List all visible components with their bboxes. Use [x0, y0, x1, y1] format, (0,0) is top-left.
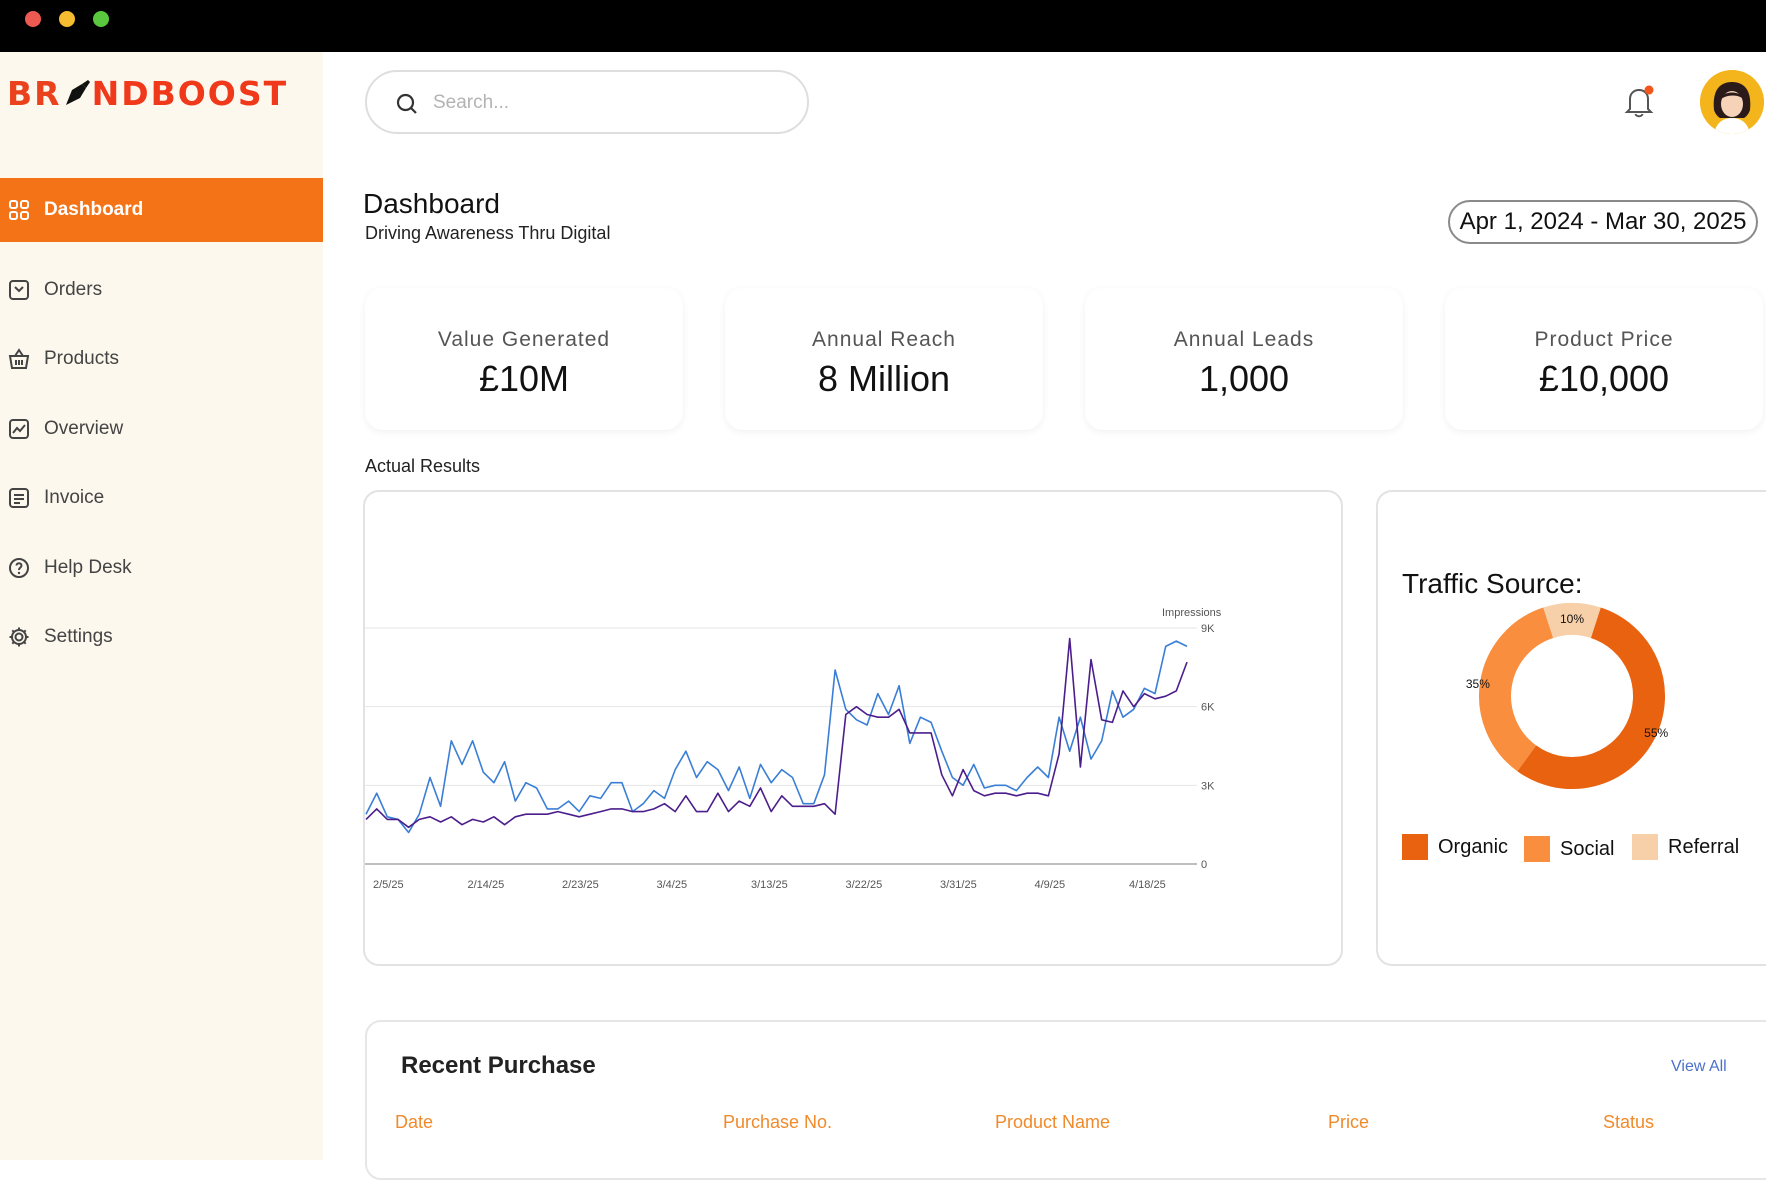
orders-icon	[9, 280, 29, 300]
invoice-icon	[9, 488, 29, 508]
legend-swatch-social	[1524, 836, 1550, 862]
window-close-button[interactable]	[25, 11, 41, 27]
traffic-source-card: Traffic Source: 55% 35% 10% Organic Social…	[1376, 490, 1766, 966]
x-tick-label: 3/31/25	[940, 879, 977, 891]
sidebar-item-settings[interactable]: Settings	[0, 605, 323, 669]
x-tick-label: 3/13/25	[751, 879, 788, 891]
y-tick-label: 6K	[1201, 702, 1215, 714]
y-axis-label: Impressions	[1162, 607, 1222, 619]
sidebar-item-label: Products	[44, 348, 119, 369]
legend-item-organic: Organic	[1402, 834, 1508, 860]
sidebar-item-invoice[interactable]: Invoice	[0, 466, 323, 530]
kpi-value: 8 Million	[817, 358, 951, 399]
column-header-price[interactable]: Price	[1328, 1112, 1370, 1132]
search-icon	[396, 93, 417, 114]
y-tick-label: 3K	[1201, 780, 1215, 792]
kpi-card-annual-reach: Annual Reach 8 Million	[725, 288, 1043, 430]
legend-label: Referral	[1668, 835, 1740, 858]
search-input[interactable]	[433, 86, 773, 120]
brand-logo-part2: NDBOOST	[91, 74, 289, 113]
x-tick-label: 4/18/25	[1129, 879, 1166, 891]
kpi-card-value-generated: Value Generated £10M	[365, 288, 683, 430]
sidebar-item-label: Orders	[44, 279, 103, 300]
grid-icon	[9, 200, 29, 220]
x-tick-label: 3/4/25	[657, 879, 688, 891]
kpi-card-annual-leads: Annual Leads 1,000	[1085, 288, 1403, 430]
legend-label: Social	[1560, 837, 1615, 860]
kpi-label: Value Generated	[437, 328, 611, 351]
x-tick-label: 2/23/25	[562, 879, 599, 891]
sidebar-item-dashboard[interactable]: Dashboard	[0, 178, 323, 242]
x-tick-label: 2/5/25	[373, 879, 404, 891]
search-box[interactable]	[365, 70, 809, 134]
gear-icon	[9, 627, 29, 647]
donut-label-social: 35%	[1466, 677, 1490, 691]
kpi-label: Annual Reach	[812, 328, 956, 351]
kpi-label: Annual Leads	[1173, 328, 1315, 351]
traffic-source-donut-chart: 55% 35% 10%	[1466, 603, 1669, 789]
sidebar-item-orders[interactable]: Orders	[0, 258, 323, 322]
actual-results-label: Actual Results	[365, 456, 481, 476]
kpi-value: £10M	[478, 358, 570, 399]
basket-icon	[8, 348, 30, 369]
window-minimize-button[interactable]	[59, 11, 75, 27]
avatar-image	[1700, 70, 1764, 134]
column-header-product-name[interactable]: Product Name	[995, 1112, 1111, 1132]
series-line-1	[365, 640, 1188, 834]
kpi-label: Product Price	[1534, 328, 1674, 351]
x-tick-label: 3/22/25	[846, 879, 883, 891]
sidebar: BR NDBOOST Dashboard Orders Products Over…	[0, 52, 323, 1160]
donut-slice-referral[interactable]	[1543, 603, 1601, 639]
donut-label-organic: 55%	[1644, 726, 1668, 740]
notification-bell-icon[interactable]	[1622, 84, 1656, 120]
brand-logo[interactable]: BR NDBOOST	[7, 74, 288, 113]
pen-icon	[65, 80, 90, 105]
x-tick-label: 2/14/25	[468, 879, 505, 891]
user-avatar[interactable]	[1700, 70, 1764, 134]
impressions-chart-card: 0 3K 6K 9K Impressions 2/5/25 2/14/25 2/23/25 3/…	[363, 490, 1343, 966]
date-range-picker[interactable]: Apr 1, 2024 - Mar 30, 2025	[1448, 200, 1758, 244]
legend-swatch-organic	[1402, 834, 1428, 860]
recent-purchase-card: Recent Purchase View All Date Purchase N…	[365, 1020, 1766, 1180]
column-header-date[interactable]: Date	[395, 1112, 434, 1132]
sidebar-item-overview[interactable]: Overview	[0, 397, 323, 461]
y-tick-label: 9K	[1201, 623, 1215, 635]
page-title: Dashboard	[363, 188, 500, 219]
sidebar-item-label: Settings	[44, 626, 113, 647]
column-header-purchase-no[interactable]: Purchase No.	[723, 1112, 833, 1132]
sidebar-item-label: Dashboard	[44, 199, 144, 220]
column-header-status[interactable]: Status	[1603, 1112, 1655, 1132]
sidebar-item-products[interactable]: Products	[0, 327, 323, 391]
window-maximize-button[interactable]	[93, 11, 109, 27]
donut-slice-social[interactable]	[1479, 607, 1554, 772]
donut-slice-organic[interactable]	[1517, 607, 1665, 789]
legend-item-social: Social	[1524, 836, 1614, 862]
y-tick-label: 0	[1201, 859, 1207, 871]
trend-icon	[9, 419, 29, 439]
legend-swatch-referral	[1632, 834, 1658, 860]
help-icon	[9, 558, 29, 578]
series-line-2	[365, 637, 1188, 829]
kpi-value: 1,000	[1198, 358, 1290, 399]
legend-item-referral: Referral	[1632, 834, 1739, 860]
brand-logo-part1: BR	[7, 74, 62, 113]
legend-label: Organic	[1438, 835, 1509, 858]
donut-label-referral: 10%	[1560, 612, 1584, 626]
sidebar-item-help-desk[interactable]: Help Desk	[0, 536, 323, 600]
x-tick-label: 4/9/25	[1035, 879, 1066, 891]
kpi-value: £10,000	[1538, 358, 1670, 399]
kpi-card-product-price: Product Price £10,000	[1445, 288, 1763, 430]
recent-purchase-title: Recent Purchase	[401, 1052, 596, 1079]
sidebar-item-label: Overview	[44, 418, 124, 439]
page-subtitle: Driving Awareness Thru Digital	[365, 223, 611, 243]
traffic-source-title: Traffic Source:	[1402, 568, 1583, 599]
sidebar-item-label: Help Desk	[44, 557, 132, 578]
impressions-line-chart: 0 3K 6K 9K Impressions 2/5/25 2/14/25 2/23/25 3/…	[365, 607, 1222, 891]
window-titlebar	[0, 0, 1766, 52]
sidebar-item-label: Invoice	[44, 487, 105, 508]
view-all-link[interactable]: View All	[1671, 1058, 1727, 1075]
